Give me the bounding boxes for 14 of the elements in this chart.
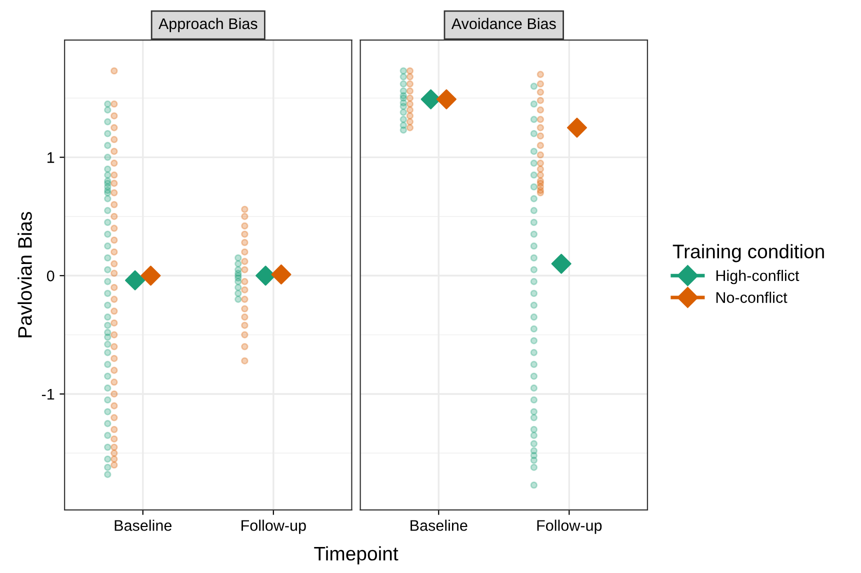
chart-title: Avoidance Bias xyxy=(451,18,556,30)
chart-title: Approach Bias xyxy=(158,18,258,32)
y-tick-label: -1 xyxy=(42,389,54,400)
x-axis-title: Timepoint xyxy=(314,546,398,564)
legend-label: High-conflict xyxy=(716,270,800,284)
x-tick-label: Baseline xyxy=(410,520,468,531)
x-tick-label: Follow-up xyxy=(537,520,602,534)
x-tick-label: Baseline xyxy=(114,520,172,531)
y-tick-label: 0 xyxy=(46,270,54,282)
y-tick-label: 1 xyxy=(48,152,54,163)
legend-title: Training condition xyxy=(672,244,824,262)
x-tick-label: Follow-up xyxy=(242,520,306,534)
legend-label: No-conflict xyxy=(716,292,788,303)
y-axis-title: Pavlovian Bias xyxy=(18,212,32,338)
